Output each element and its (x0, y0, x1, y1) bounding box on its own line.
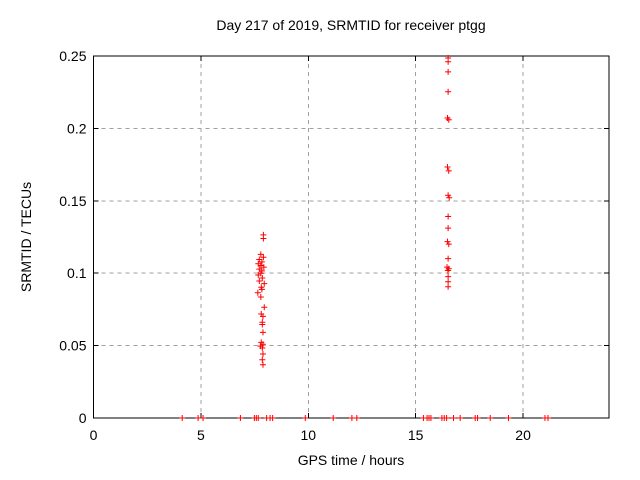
y-tick-label: 0.1 (67, 265, 87, 281)
axis-ticks (93, 55, 609, 419)
y-tick-label: 0.25 (59, 48, 86, 64)
chart-title: Day 217 of 2019, SRMTID for receiver ptg… (216, 17, 486, 33)
plot-border (93, 55, 610, 419)
x-tick-label: 20 (515, 427, 531, 443)
series-baseline-zero-values (179, 415, 551, 421)
y-tick-label: 0.2 (67, 120, 87, 136)
x-axis-title: GPS time / hours (297, 452, 405, 468)
x-tick-label: 15 (408, 427, 424, 443)
tick-labels: 0 5 10 15 20 0 0.05 0.1 0.15 0.2 0.25 (59, 48, 531, 443)
series-cluster-around-16.5h (444, 55, 453, 290)
y-tick-label: 0.15 (59, 193, 86, 209)
grid-lines (93, 55, 609, 418)
x-tick-label: 0 (90, 427, 98, 443)
x-tick-label: 5 (197, 427, 205, 443)
series-cluster-around-8h (254, 231, 268, 368)
y-tick-label: 0.05 (59, 338, 86, 354)
x-tick-label: 10 (301, 427, 317, 443)
y-tick-label: 0 (79, 410, 87, 426)
